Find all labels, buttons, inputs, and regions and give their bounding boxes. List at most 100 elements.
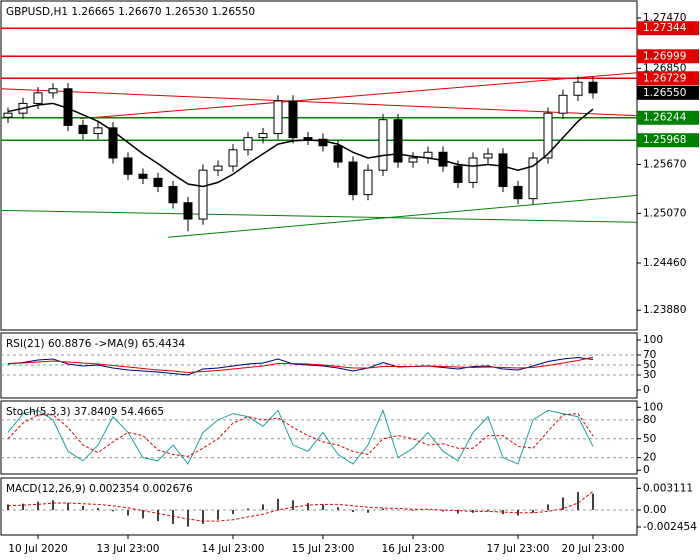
candle-body [288,100,298,139]
y-tick-label: 1.23880 [643,304,686,316]
level-box [637,71,699,86]
histogram-bar [592,493,594,510]
candle-body [438,151,448,167]
histogram-bar [127,509,129,516]
candle-body [393,119,403,163]
histogram-bar [472,509,474,513]
x-tick-label: 14 Jul 23:00 [202,543,265,555]
level-box [637,21,699,36]
candle-body [363,169,373,196]
candle-body [513,185,523,200]
histogram-bar [232,509,234,515]
x-tick-label: 15 Jul 23:00 [292,543,355,555]
candle-body [48,88,58,94]
y-tick-label: 100 [643,401,663,413]
candle-body [138,173,148,179]
candle-body [348,161,358,196]
candle-body [243,137,253,151]
series-line [7,356,594,374]
candle-body [483,153,493,159]
histogram-bar [217,509,219,520]
histogram-bar [292,500,294,510]
level-box [637,49,699,64]
y-tick-label: 0 [643,464,650,476]
histogram-bar [382,508,384,510]
panel-title: Stoch(5,3,3) 37.8409 54.4665 [6,406,164,418]
histogram-bar [547,504,549,510]
y-tick-label: 50 [643,359,656,371]
y-tick-label: 20 [643,452,656,464]
candle-body [333,145,343,163]
histogram-bar [337,507,339,510]
candle-body [93,127,103,135]
histogram-bar [157,509,159,522]
y-tick-label: -0.002454 [643,521,697,533]
candle-body [498,153,508,187]
panel-title: GBPUSD,H1 1.26665 1.26670 1.26530 1.2655… [6,6,255,18]
y-tick-label: 0 [643,384,650,396]
candle-body [273,100,283,135]
candle-body [33,92,43,104]
candle-body [588,81,598,94]
y-tick-label: 70 [643,349,656,361]
trend-line [0,209,637,223]
y-tick-label: 1.27470 [643,12,686,24]
x-tick-label: 10 Jul 2020 [8,543,67,555]
level-box [637,110,699,125]
candle-body [453,165,463,183]
last-price-label: 1.26550 [643,87,686,99]
histogram-bar [502,509,504,515]
histogram-bar [487,509,489,512]
candle-body [78,124,88,135]
histogram-bar [322,504,324,510]
histogram-bar [7,504,9,510]
histogram-bar [52,500,54,510]
candle-body [153,177,163,187]
panel-title: RSI(21) 60.8876 ->MA(9) 65.4434 [6,338,185,350]
level-label: 1.27344 [643,22,687,34]
series-line [7,490,594,522]
histogram-bar [67,503,69,510]
panel-title: MACD(12,26,9) 0.002354 0.002676 [6,483,193,495]
panel-frame [0,400,638,475]
histogram-bar [112,509,114,512]
histogram-bar [367,509,369,513]
candle-body [573,81,583,96]
histogram-bar [412,509,414,511]
histogram-bar [577,491,579,510]
histogram-bar [352,509,354,513]
level-label: 1.26244 [643,112,687,124]
x-tick-label: 20 Jul 23:00 [562,543,625,555]
histogram-bar [277,498,279,510]
candle-body [378,119,388,171]
trend-line [0,88,637,117]
histogram-bar [82,505,84,510]
level-label: 1.25968 [643,134,686,146]
histogram-bar [172,509,174,524]
level-box [637,133,699,148]
y-tick-label: 30 [643,369,656,381]
y-tick-label: 1.25670 [643,158,686,170]
histogram-bar [457,509,459,514]
level-label: 1.26729 [643,72,686,84]
x-tick-label: 17 Jul 23:00 [487,543,550,555]
histogram-bar [442,509,444,512]
candle-body [123,157,133,175]
candle-body [558,94,568,114]
y-tick-label: 80 [643,414,656,426]
y-tick-label: 1.25070 [643,207,686,219]
histogram-bar [97,507,99,510]
candle-body [258,133,268,139]
panel-frame [0,477,638,536]
histogram-bar [142,509,144,519]
candle-body [3,112,13,118]
histogram-bar [307,503,309,510]
candle-body [183,202,193,220]
histogram-bar [517,509,519,516]
level-label: 1.26999 [643,50,686,62]
histogram-bar [22,503,24,510]
candle-body [213,165,223,171]
histogram-bar [247,508,249,510]
series-line [7,409,594,465]
